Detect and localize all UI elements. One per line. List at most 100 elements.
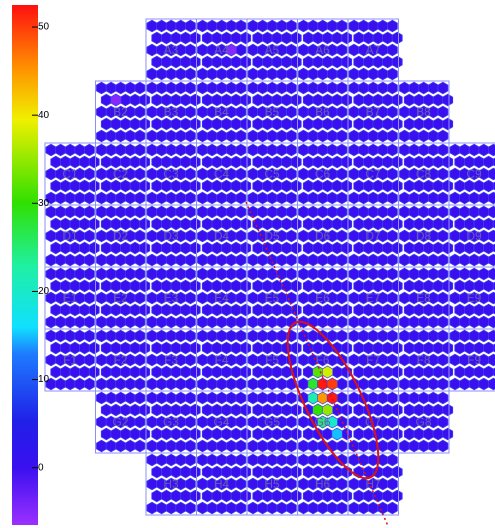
hex-cell xyxy=(419,440,429,452)
hex-cell xyxy=(130,118,140,130)
hex-cell xyxy=(207,192,217,204)
hex-cell xyxy=(181,56,191,68)
hex-cell xyxy=(308,130,318,142)
hex-cell xyxy=(318,502,328,514)
hex-cell xyxy=(414,94,424,106)
hex-cell xyxy=(152,342,162,354)
hex-cell xyxy=(130,366,140,378)
hex-cell xyxy=(349,106,359,118)
hex-cell xyxy=(387,440,397,452)
hex-cell xyxy=(248,268,258,280)
hex-cell xyxy=(181,156,191,168)
hex-cell xyxy=(383,94,393,106)
hex-cell xyxy=(236,292,246,304)
hex-cell xyxy=(147,192,157,204)
hex-cell xyxy=(147,206,157,218)
hex-cell xyxy=(484,280,494,292)
hex-cell xyxy=(282,156,292,168)
hex-cell xyxy=(89,304,99,316)
hex-cell xyxy=(337,440,347,452)
hex-cell xyxy=(286,502,296,514)
hex-cell xyxy=(286,254,296,266)
hex-cell xyxy=(84,192,94,204)
hex-cell xyxy=(176,206,186,218)
hex-cell xyxy=(80,304,90,316)
module-label: E4 xyxy=(214,291,229,305)
hex-cell xyxy=(111,342,121,354)
hex-cell xyxy=(130,218,140,230)
hex-cell xyxy=(97,330,107,342)
hex-cell xyxy=(248,44,258,56)
hex-cell xyxy=(248,20,258,32)
hex-cell xyxy=(231,304,241,316)
hex-cell xyxy=(368,330,378,342)
hex-cell xyxy=(166,454,176,466)
hex-array xyxy=(45,19,495,515)
hex-cell xyxy=(373,32,383,44)
hex-cell xyxy=(207,130,217,142)
hex-cell xyxy=(433,280,443,292)
hex-cell xyxy=(291,218,301,230)
hex-cell xyxy=(400,330,410,342)
hex-cell xyxy=(51,342,61,354)
hex-cell xyxy=(438,392,448,404)
hex-cell xyxy=(60,366,70,378)
hex-cell xyxy=(248,106,258,118)
hex-cell xyxy=(303,32,313,44)
hex-cell xyxy=(342,404,352,416)
hex-cell xyxy=(392,280,402,292)
hex-cell xyxy=(428,392,438,404)
hex-cell xyxy=(253,94,263,106)
hex-cell xyxy=(65,316,75,328)
hex-cell xyxy=(299,192,309,204)
module-label: D4 xyxy=(214,229,230,243)
hex-cell xyxy=(342,180,352,192)
hex-cell xyxy=(181,218,191,230)
hex-cell xyxy=(272,304,282,316)
hex-cell xyxy=(450,192,460,204)
hex-cell xyxy=(337,316,347,328)
hex-cell xyxy=(282,366,292,378)
hex-cell xyxy=(277,20,287,32)
hex-cell xyxy=(291,466,301,478)
hex-cell xyxy=(176,392,186,404)
hex-cell xyxy=(166,254,176,266)
hex-cell xyxy=(152,404,162,416)
hex-cell xyxy=(111,280,121,292)
hex-cell xyxy=(248,316,258,328)
hex-cell xyxy=(354,404,364,416)
hex-cell xyxy=(424,156,434,168)
hex-cell xyxy=(241,180,251,192)
module-label: F3 xyxy=(164,353,178,367)
hex-cell xyxy=(363,366,373,378)
hex-cell xyxy=(176,330,186,342)
hex-cell xyxy=(89,342,99,354)
hex-cell xyxy=(253,32,263,44)
hex-cell xyxy=(282,428,292,440)
hex-cell xyxy=(303,180,313,192)
hex-cell xyxy=(198,20,208,32)
hex-cell xyxy=(419,206,429,218)
hex-cell xyxy=(404,404,414,416)
hex-cell xyxy=(135,254,145,266)
hex-cell xyxy=(181,466,191,478)
hex-cell xyxy=(202,342,212,354)
hex-cell xyxy=(438,254,448,266)
module-label: G3 xyxy=(163,415,179,429)
hex-cell xyxy=(484,156,494,168)
hex-cell xyxy=(185,440,195,452)
module-label: F6 xyxy=(315,353,329,367)
hex-cell xyxy=(56,254,66,266)
hex-cell xyxy=(438,168,448,180)
hex-cell xyxy=(171,366,181,378)
hex-cell xyxy=(409,192,419,204)
hex-cell xyxy=(404,342,414,354)
hex-cell xyxy=(460,192,470,204)
hex-cell xyxy=(378,378,388,390)
hex-cell xyxy=(359,378,369,390)
hex-cell xyxy=(147,416,157,428)
hex-cell xyxy=(166,144,176,156)
hex-cell xyxy=(231,242,241,254)
hex-cell xyxy=(359,68,369,80)
hex-cell xyxy=(400,230,410,242)
